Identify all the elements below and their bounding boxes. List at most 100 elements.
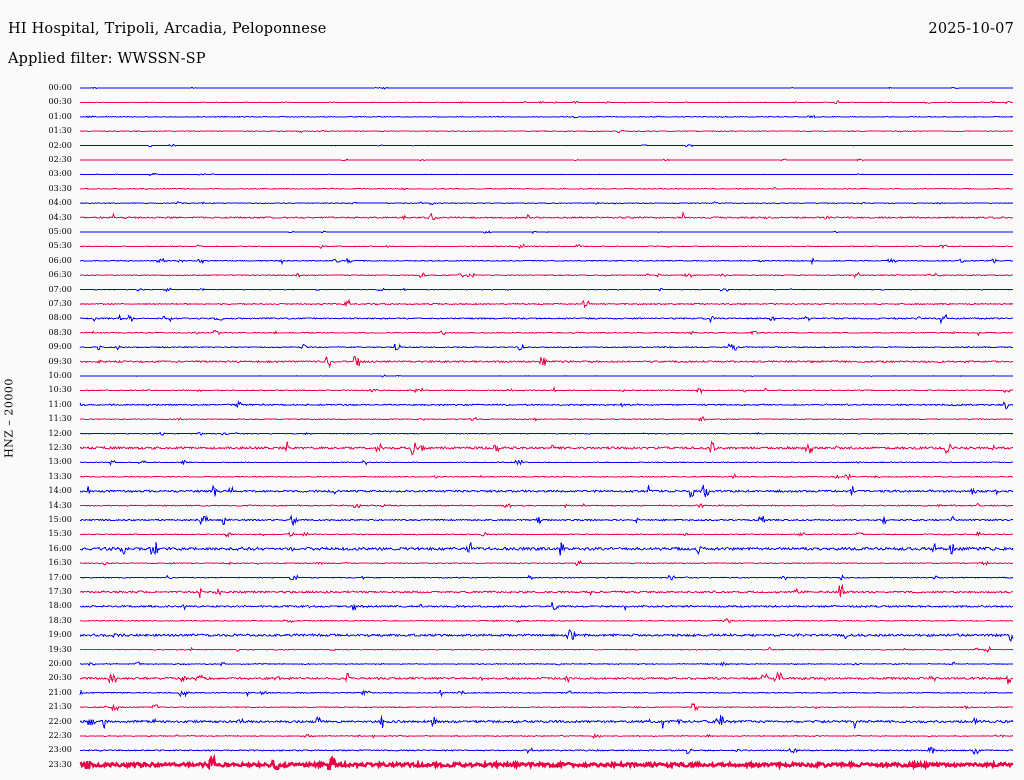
trace-line <box>79 115 1014 119</box>
trace-line <box>79 287 1014 293</box>
trace-line <box>79 732 1014 740</box>
time-label: 14:30 <box>48 500 72 510</box>
seismic-traces <box>79 86 1014 770</box>
trace-line <box>79 355 1014 369</box>
time-label: 04:00 <box>48 198 72 208</box>
trace-line <box>79 503 1014 509</box>
time-label: 05:30 <box>48 241 72 251</box>
time-label: 08:30 <box>48 327 72 337</box>
time-label: 18:30 <box>48 615 72 625</box>
time-label: 19:30 <box>48 644 72 654</box>
time-label: 04:30 <box>48 212 72 222</box>
time-label: 14:00 <box>48 486 72 496</box>
time-label: 11:30 <box>48 414 72 424</box>
time-label: 07:30 <box>48 299 72 308</box>
time-label: 22:00 <box>48 716 72 726</box>
time-label: 10:30 <box>48 385 72 395</box>
trace-line <box>79 629 1014 642</box>
time-label: 05:00 <box>48 227 72 236</box>
trace-line <box>79 746 1014 755</box>
applied-filter-label: Applied filter: WWSSN-SP <box>8 51 206 67</box>
time-label: 19:00 <box>48 630 72 640</box>
trace-line <box>79 645 1014 653</box>
time-label: 17:30 <box>48 587 72 596</box>
trace-line <box>79 689 1014 698</box>
trace-line <box>79 243 1014 250</box>
time-label: 10:00 <box>48 371 72 380</box>
trace-line <box>79 472 1014 480</box>
trace-line <box>79 230 1014 234</box>
trace-line <box>79 386 1014 395</box>
trace-line <box>79 129 1014 134</box>
time-label: 16:30 <box>48 558 72 568</box>
time-label: 12:30 <box>48 443 72 452</box>
trace-line <box>79 602 1014 612</box>
time-label: 21:30 <box>48 702 72 712</box>
time-label: 03:00 <box>48 169 72 179</box>
trace-line <box>79 210 1014 221</box>
time-label: 09:30 <box>48 356 72 366</box>
trace-line <box>79 618 1014 624</box>
trace-line <box>79 143 1014 148</box>
trace-line <box>79 400 1014 410</box>
trace-line <box>79 530 1014 538</box>
trace-line <box>79 753 1014 770</box>
time-label: 21:00 <box>48 687 72 697</box>
time-label: 13:30 <box>48 471 72 481</box>
time-label: 23:00 <box>48 745 72 755</box>
trace-line <box>79 459 1014 467</box>
time-label: 02:30 <box>48 155 72 164</box>
trace-line <box>79 313 1014 325</box>
trace-line <box>80 514 1014 527</box>
time-label: 08:00 <box>48 313 72 323</box>
trace-line <box>79 715 1014 729</box>
trace-line <box>79 702 1014 712</box>
trace-line <box>79 661 1014 667</box>
trace-line <box>79 158 1014 162</box>
trace-line <box>79 671 1014 685</box>
page-title: HI Hospital, Tripoli, Arcadia, Peloponne… <box>8 21 327 37</box>
trace-line <box>79 187 1014 191</box>
trace-line <box>79 374 1014 378</box>
time-label: 16:00 <box>48 543 72 553</box>
trace-line <box>79 484 1014 498</box>
trace-line <box>79 86 1014 90</box>
record-date: 2025-10-07 <box>928 21 1014 37</box>
time-label: 09:00 <box>48 342 72 352</box>
time-label: 15:00 <box>48 515 72 524</box>
trace-line <box>79 100 1014 105</box>
time-label: 20:00 <box>48 659 72 668</box>
time-label: 06:30 <box>48 270 72 280</box>
trace-line <box>79 271 1014 279</box>
trace-line <box>79 172 1014 177</box>
time-label: 23:30 <box>48 759 72 769</box>
trace-line <box>79 256 1014 266</box>
time-label: 11:00 <box>48 399 72 409</box>
trace-line <box>79 559 1014 566</box>
time-label: 12:00 <box>48 428 72 438</box>
trace-line <box>79 343 1014 351</box>
time-label: 20:30 <box>48 673 72 683</box>
time-label: 18:00 <box>48 601 72 611</box>
trace-line <box>79 330 1014 337</box>
time-axis-labels: 00:00 00:30 01:00 01:30 02:00 02:30 03:00 03:30… <box>26 78 72 770</box>
trace-line <box>79 583 1014 598</box>
trace-line <box>79 416 1014 423</box>
time-label: 07:00 <box>48 284 72 294</box>
trace-line <box>79 298 1014 309</box>
time-label: 01:30 <box>48 126 72 136</box>
trace-line <box>79 431 1014 436</box>
time-label: 00:00 <box>48 83 72 92</box>
trace-line <box>79 541 1014 556</box>
time-label: 17:00 <box>48 572 72 582</box>
trace-line <box>79 440 1014 456</box>
time-label: 00:30 <box>48 97 72 107</box>
time-label: 15:30 <box>48 529 72 539</box>
trace-line <box>79 574 1014 581</box>
time-label: 02:00 <box>48 140 72 150</box>
time-label: 01:00 <box>48 111 72 121</box>
time-label: 22:30 <box>48 731 72 740</box>
time-label: 06:00 <box>48 255 72 265</box>
time-label: 03:30 <box>48 183 72 193</box>
